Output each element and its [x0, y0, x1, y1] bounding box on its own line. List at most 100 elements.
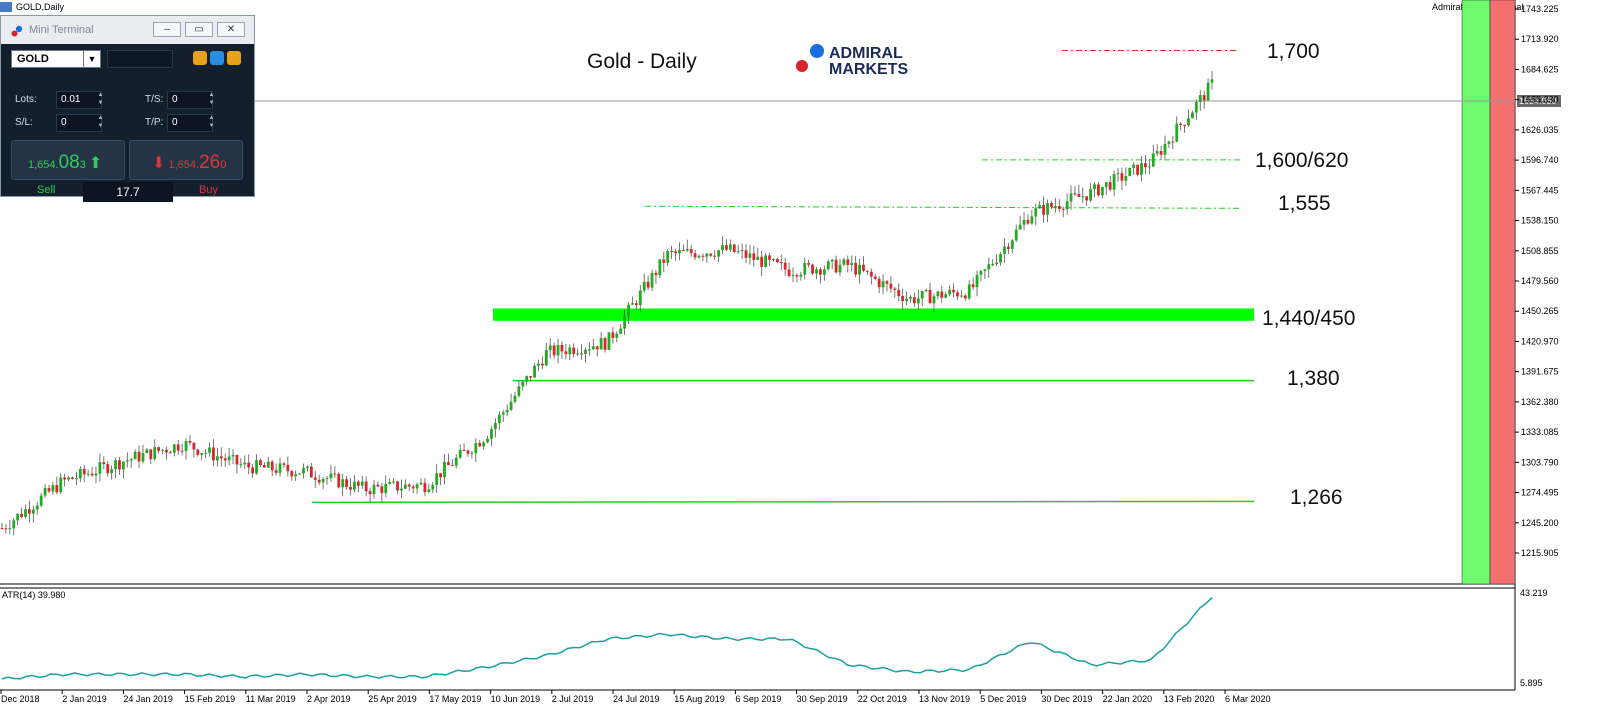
- candle-up: [772, 259, 775, 261]
- current-price-label: 1654.050: [1519, 96, 1557, 106]
- symbol-select[interactable]: GOLD ▼: [11, 50, 101, 68]
- candle-down: [286, 464, 290, 472]
- candle-up: [705, 253, 709, 257]
- candle-down: [356, 481, 360, 486]
- maximize-button[interactable]: ▭: [185, 22, 213, 37]
- candle-down: [251, 467, 255, 474]
- close-button[interactable]: ✕: [217, 22, 245, 37]
- mini-terminal-titlebar[interactable]: Mini Terminal – ▭ ✕: [1, 16, 254, 44]
- ts-stepper[interactable]: ▲ ▼: [208, 92, 215, 106]
- candle-down: [1057, 206, 1061, 209]
- symbol-extra-field[interactable]: [107, 50, 173, 68]
- candle-up: [400, 488, 403, 491]
- arrow-up-icon: ⬆: [88, 155, 103, 172]
- candle-down: [1179, 123, 1183, 126]
- candle-up: [740, 250, 744, 252]
- logo-blue-dot: [810, 44, 824, 58]
- sell-button[interactable]: Sell: [37, 184, 56, 196]
- sl-stepper[interactable]: ▲ ▼: [97, 115, 104, 129]
- buy-price-button[interactable]: ⬇ 1,654.260: [129, 140, 243, 180]
- atr-label: ATR(14) 39.980: [2, 590, 65, 600]
- candles: [0, 70, 1214, 536]
- candle-up: [75, 478, 78, 480]
- candle-down: [447, 462, 450, 466]
- candle-up: [239, 464, 243, 466]
- candle-up: [114, 460, 117, 470]
- candle-up: [607, 332, 611, 350]
- candle-up: [1003, 246, 1006, 254]
- candle-down: [654, 272, 658, 276]
- candle-down: [1097, 184, 1100, 196]
- candle-down: [1202, 95, 1206, 101]
- buy-button[interactable]: Buy: [199, 184, 218, 196]
- date-tick-label: Dec 2018: [1, 694, 40, 704]
- gear-icon[interactable]: [210, 51, 224, 65]
- tp-stepper[interactable]: ▲ ▼: [208, 115, 215, 129]
- candle-down: [732, 244, 736, 252]
- candle-up: [266, 461, 270, 468]
- candle-down: [450, 465, 454, 467]
- candle-up: [1093, 184, 1096, 190]
- atr-axis-bottom: 5.895: [1520, 678, 1543, 688]
- level-label: 1,380: [1287, 367, 1340, 390]
- candle-up: [1167, 141, 1171, 144]
- candle-down: [219, 456, 223, 459]
- candle-up: [59, 477, 63, 493]
- minimize-button[interactable]: –: [153, 22, 181, 37]
- candle-up: [587, 349, 591, 351]
- candle-down: [1085, 196, 1089, 201]
- candle-up: [184, 441, 188, 452]
- atr-line: [1, 597, 1213, 680]
- candle-up: [1010, 240, 1014, 249]
- orders-icon[interactable]: [193, 51, 207, 65]
- tp-input[interactable]: 0: [167, 114, 213, 132]
- price-tick-label: 1626.035: [1521, 125, 1559, 135]
- date-tick-label: 17 May 2019: [429, 694, 481, 704]
- candle-up: [748, 253, 752, 258]
- candle-down: [157, 447, 161, 451]
- candle-down: [701, 255, 705, 257]
- candle-up: [431, 484, 435, 490]
- date-tick-label: 5 Dec 2019: [980, 694, 1026, 704]
- candle-down: [670, 250, 674, 252]
- ts-input[interactable]: 0: [167, 91, 213, 109]
- mini-terminal[interactable]: Mini Terminal – ▭ ✕ GOLD ▼ Lots: 0.01 ▲ ▼…: [0, 15, 255, 202]
- buy-price-prefix: 1,654.: [168, 159, 200, 171]
- candle-up: [67, 477, 70, 480]
- sell-price-button[interactable]: 1,654.083 ⬆: [11, 140, 125, 180]
- candle-up: [537, 363, 540, 366]
- candle-up: [666, 250, 670, 263]
- candle-down: [466, 450, 470, 454]
- price-tick-label: 1303.790: [1521, 457, 1559, 467]
- candle-down: [192, 442, 196, 450]
- candle-up: [419, 482, 423, 485]
- candle-down: [149, 449, 153, 460]
- candle-up: [12, 520, 16, 529]
- candle-up: [650, 272, 654, 288]
- expand-icon[interactable]: [227, 51, 241, 65]
- lots-stepper[interactable]: ▲ ▼: [97, 92, 104, 106]
- candle-up: [791, 275, 795, 277]
- sell-price-big: 08: [58, 152, 80, 173]
- candle-up: [443, 462, 446, 478]
- price-tick-label: 1420.970: [1521, 336, 1559, 346]
- sl-input[interactable]: 0: [56, 114, 102, 132]
- candle-up: [838, 264, 842, 273]
- candle-down: [877, 278, 881, 288]
- candle-up: [360, 481, 364, 486]
- lots-input[interactable]: 0.01: [56, 91, 102, 109]
- candle-down: [1144, 163, 1147, 168]
- candle-up: [815, 269, 818, 274]
- mini-terminal-body: GOLD ▼ Lots: 0.01 ▲ ▼ T/S: 0 ▲ ▼ S/L: 0 ▲ ▼…: [1, 44, 254, 202]
- candle-up: [497, 414, 501, 424]
- candle-down: [1026, 219, 1030, 224]
- candle-down: [634, 303, 638, 306]
- chevron-down-icon[interactable]: ▼: [83, 51, 100, 67]
- candle-up: [255, 460, 258, 474]
- candle-down: [262, 465, 266, 468]
- candle-up: [717, 250, 721, 257]
- candle-up: [39, 495, 43, 506]
- candle-up: [43, 488, 47, 496]
- date-tick-label: 24 Jul 2019: [613, 694, 660, 704]
- candle-down: [646, 281, 650, 288]
